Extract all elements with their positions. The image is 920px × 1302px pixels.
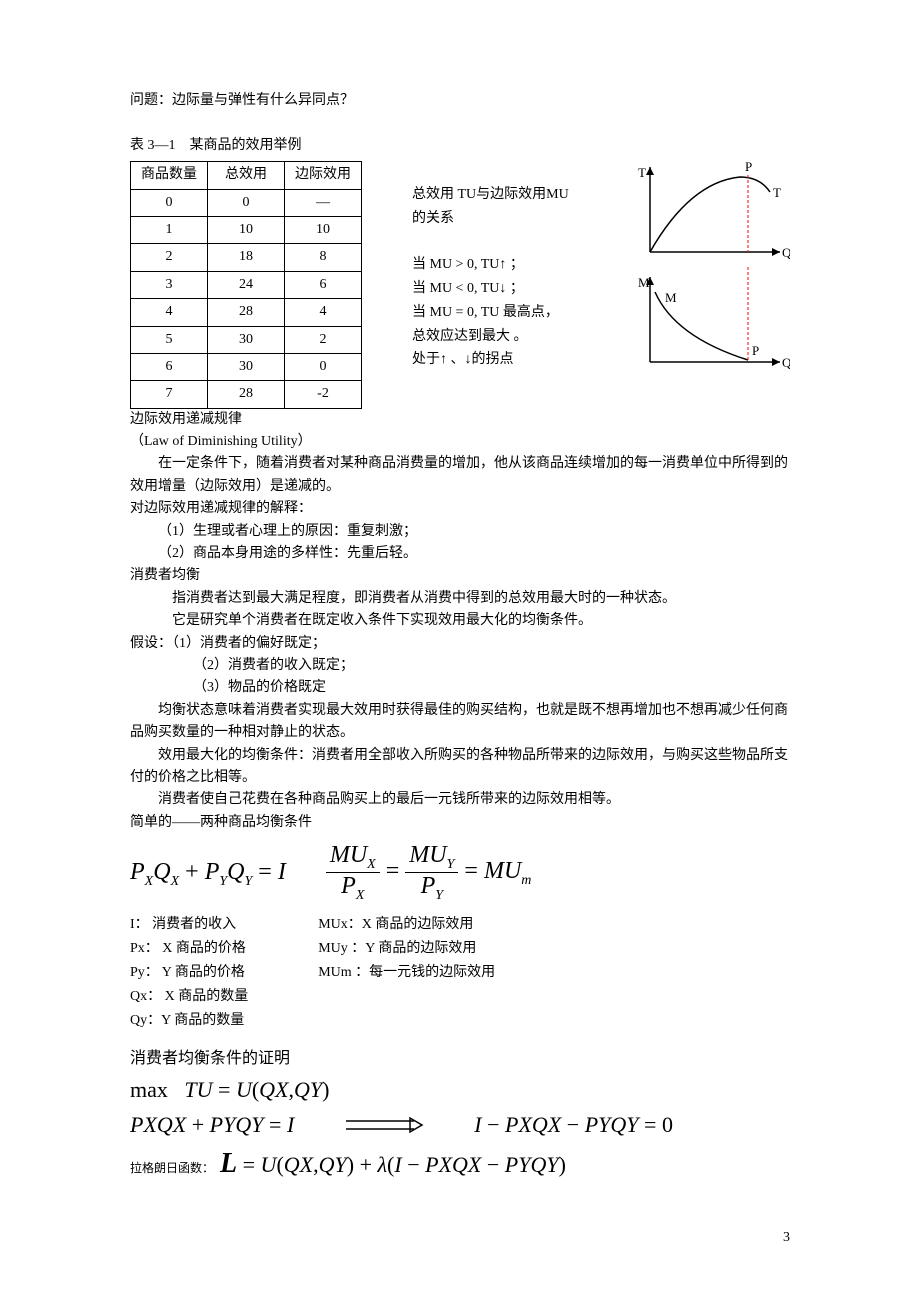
cell: 8: [285, 244, 362, 271]
table-row: 4284: [131, 299, 362, 326]
point-label: P: [752, 343, 759, 358]
explain-item: （1）生理或者心理上的原因：重复刺激；: [130, 521, 790, 543]
y-axis-label: T: [638, 165, 646, 180]
equilibrium-equations: PXQX + PYQY = I MUXPX = MUYPY = MUm: [130, 842, 790, 903]
law-title: 边际效用递减规律: [130, 409, 790, 431]
cell: 10: [208, 216, 285, 243]
law-en: （Law of Diminishing Utility）: [130, 431, 790, 453]
tu-mu-line: 处于↑ 、↓的拐点: [412, 348, 580, 372]
var-def: Px： X 商品的价格: [130, 937, 248, 961]
constraint-line: PXQX + PYQY = I I − PXQX − PYQY = 0: [130, 1107, 790, 1142]
cell: 24: [208, 271, 285, 298]
lagr-label: 拉格朗日函数：: [130, 1159, 214, 1178]
tu-mu-line: 当 MU > 0, TU↑ ；: [412, 253, 580, 277]
cell: -2: [285, 381, 362, 408]
cell: 10: [285, 216, 362, 243]
y-axis-label: M: [638, 275, 650, 290]
tu-mu-line: 总效应达到最大 。: [412, 325, 580, 349]
col-head: 边际效用: [285, 162, 362, 189]
var-def: MUx：X 商品的边际效用: [318, 913, 495, 937]
x-axis-label: Q: [782, 355, 790, 370]
simple-title: 简单的——两种商品均衡条件: [130, 812, 790, 834]
var-def: Qx： X 商品的数量: [130, 985, 248, 1009]
budget-equation: PXQX + PYQY = I: [130, 853, 286, 893]
cell: 0: [285, 353, 362, 380]
tu-mu-relationship: 总效用 TU与边际效用MU 的关系 当 MU > 0, TU↑ ； 当 MU <…: [412, 183, 580, 372]
table-row: 728-2: [131, 381, 362, 408]
explain-title: 对边际效用递减规律的解释：: [130, 498, 790, 520]
var-def: Py： Y 商品的价格: [130, 961, 248, 985]
assume-title: 假设：（1）消费者的偏好既定；: [130, 633, 790, 655]
eq-para: 效用最大化的均衡条件：消费者用全部收入所购买的各种物品所带来的边际效用，与购买这…: [130, 745, 790, 790]
cell: 2: [285, 326, 362, 353]
cell: 28: [208, 381, 285, 408]
eq-para: 均衡状态意味着消费者实现最大效用时获得最佳的购买结构，也就是既不想再增加也不想再…: [130, 700, 790, 745]
table-row: 5302: [131, 326, 362, 353]
var-def: Qy：Y 商品的数量: [130, 1009, 248, 1033]
curve-label: T: [773, 185, 781, 200]
table-row: 00—: [131, 189, 362, 216]
charts-column: T Q P T M Q M P: [630, 157, 790, 377]
utility-table: 商品数量 总效用 边际效用 00— 11010 2188 3246 4284 5…: [130, 161, 362, 409]
cell: 1: [131, 216, 208, 243]
table-row: 3246: [131, 271, 362, 298]
mu-chart: M Q M P: [630, 267, 790, 377]
var-def: I： 消费者的收入: [130, 913, 248, 937]
tu-mu-line: 当 MU < 0, TU↓ ；: [412, 277, 580, 301]
cell: 28: [208, 299, 285, 326]
lagrangian-line: 拉格朗日函数： L = U(QX,QY) + λ(I − PXQX − PYQY…: [130, 1142, 790, 1187]
max-line: max TU = U(QX,QY): [130, 1072, 790, 1107]
col-head: 商品数量: [131, 162, 208, 189]
cell: 30: [208, 326, 285, 353]
table-header-row: 商品数量 总效用 边际效用: [131, 162, 362, 189]
var-def: MUm ：每一元钱的边际效用: [318, 961, 495, 985]
table-row: 2188: [131, 244, 362, 271]
var-def: MUy ：Y 商品的边际效用: [318, 937, 495, 961]
arrow-icon: [344, 1116, 424, 1134]
cell: 0: [131, 189, 208, 216]
variable-definitions: I： 消费者的收入 Px： X 商品的价格 Py： Y 商品的价格 Qx： X …: [130, 913, 790, 1032]
equilibrium-title: 消费者均衡: [130, 565, 790, 587]
proof-title: 消费者均衡条件的证明: [130, 1046, 790, 1072]
cell: 18: [208, 244, 285, 271]
cell: —: [285, 189, 362, 216]
cell: 6: [285, 271, 362, 298]
cell: 3: [131, 271, 208, 298]
tu-mu-line: 当 MU = 0, TU 最高点，: [412, 301, 580, 325]
col-head: 总效用: [208, 162, 285, 189]
question-line: 问题：边际量与弹性有什么异同点？: [130, 90, 790, 112]
assume-item: （2）消费者的收入既定；: [130, 655, 790, 677]
cell: 4: [131, 299, 208, 326]
curve-label: M: [665, 290, 677, 305]
assume-item: （3）物品的价格既定: [130, 677, 790, 699]
cell: 6: [131, 353, 208, 380]
eq-line: 指消费者达到最大满足程度，即消费者从消费中得到的总效用最大时的一种状态。: [130, 588, 790, 610]
page-number: 3: [130, 1227, 790, 1249]
cell: 30: [208, 353, 285, 380]
mu-equation: MUXPX = MUYPY = MUm: [326, 842, 532, 903]
explain-item: （2）商品本身用途的多样性：先重后轻。: [130, 543, 790, 565]
table-caption: 表 3—1 某商品的效用举例: [130, 135, 790, 157]
tu-chart: T Q P T: [630, 157, 790, 267]
law-body: 在一定条件下，随着消费者对某种商品消费量的增加，他从该商品连续增加的每一消费单位…: [130, 453, 790, 498]
eq-line: 它是研究单个消费者在既定收入条件下实现效用最大化的均衡条件。: [130, 610, 790, 632]
cell: 0: [208, 189, 285, 216]
table-row: 11010: [131, 216, 362, 243]
cell: 2: [131, 244, 208, 271]
cell: 7: [131, 381, 208, 408]
tu-mu-title: 总效用 TU与边际效用MU 的关系: [412, 183, 580, 231]
cell: 5: [131, 326, 208, 353]
table-row: 6300: [131, 353, 362, 380]
cell: 4: [285, 299, 362, 326]
eq-para: 消费者使自己花费在各种商品购买上的最后一元钱所带来的边际效用相等。: [130, 789, 790, 811]
point-label: P: [745, 159, 752, 174]
x-axis-label: Q: [782, 245, 790, 260]
